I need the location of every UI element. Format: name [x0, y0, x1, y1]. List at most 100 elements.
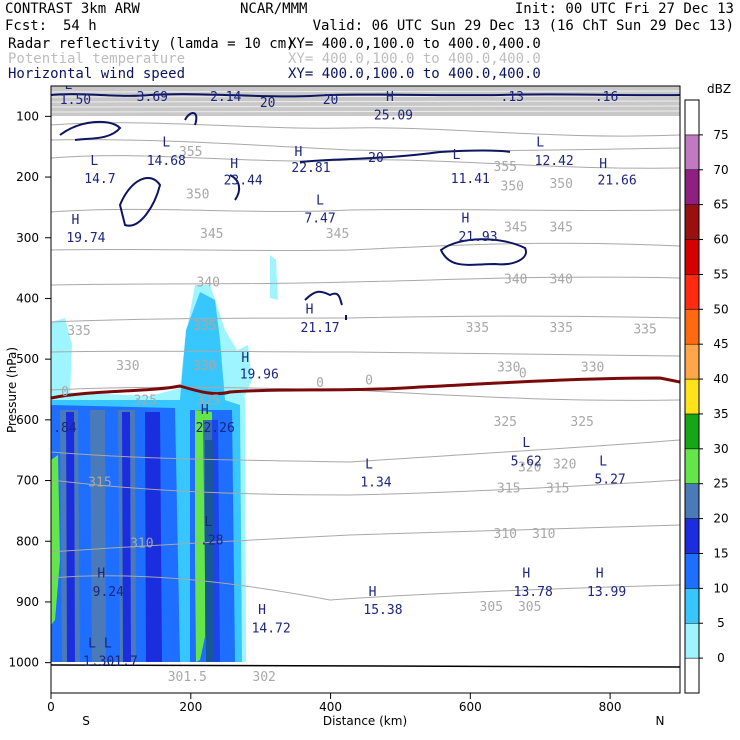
wind-speed-label: 11.41	[451, 172, 490, 187]
field2-xy: XY= 400.0,100.0 to 400.0,400.0	[288, 51, 541, 67]
theta-contour-label: 345	[326, 227, 349, 242]
y-tick-label: 600	[16, 413, 39, 427]
plot-frame	[50, 85, 681, 694]
theta-contour-label: 320	[553, 457, 576, 472]
colorbar-swatch	[684, 622, 700, 659]
wind-speed-label: 13.99	[587, 585, 626, 600]
wind-speed-label: H	[306, 303, 314, 318]
colorbar-swatch	[684, 99, 700, 136]
wind-speed-label: 7.47	[304, 212, 335, 227]
x-tick-label: 0	[47, 700, 55, 714]
theta-contour-label: 315	[546, 482, 569, 497]
org-label: NCAR/MMM	[240, 1, 307, 17]
theta-contour-label: 335	[466, 321, 489, 336]
colorbar-unit: dBZ	[707, 82, 731, 96]
theta-contour-label: 355	[179, 145, 202, 160]
wind-speed-label: .13	[501, 90, 524, 105]
y-axis: 100 200 300 400 500 600 700 800 900 1000	[8, 109, 51, 670]
colorbar-swatch	[684, 518, 700, 554]
x-axis-label: Distance (km)	[323, 714, 407, 728]
theta-contour-label: 325	[197, 394, 220, 409]
wind-speed-label: 19.96	[240, 368, 279, 383]
wind-speed-label: 5.62	[511, 454, 542, 469]
colorbar-swatch	[684, 274, 700, 310]
theta-contour-label: 325	[134, 394, 157, 409]
wind-speed-label: L	[599, 454, 607, 469]
theta-contour-label: 340	[504, 272, 527, 287]
wind-speed-label: .16	[595, 90, 618, 105]
x-axis: 0 200 400 600 800	[47, 693, 622, 714]
theta-contour-label: 350	[549, 177, 572, 192]
wind-speed-label: 25.09	[374, 108, 413, 123]
wind-speed-label: 14.7	[84, 172, 115, 187]
theta-contour-label: 305	[518, 600, 541, 615]
zero-labels: 0 0 0 0	[61, 366, 527, 400]
colorbar-level-label: 40	[713, 372, 728, 386]
wind-speed-label: 23.44	[224, 173, 263, 188]
colorbar-swatch	[684, 343, 700, 380]
fcst-label: Fcst:	[5, 18, 47, 34]
theta-contour-label: 340	[197, 275, 220, 290]
wind-speed-label: H	[369, 585, 377, 600]
y-axis-label: Pressure (hPa)	[5, 347, 19, 433]
wind-speed-label: 20	[368, 151, 384, 166]
colorbar-level-label: 50	[713, 302, 728, 316]
colorbar-level-label: 5	[717, 616, 725, 630]
colorbar-swatch	[684, 239, 700, 275]
wind-contours	[51, 93, 680, 320]
colorbar-level-label: 45	[713, 337, 728, 351]
wind-speed-label: L	[522, 436, 530, 451]
colorbar-level-label: 60	[713, 233, 728, 247]
colorbar-swatch	[684, 309, 700, 345]
wind-speed-label: .28	[200, 533, 223, 548]
y-tick-label: 700	[16, 474, 39, 488]
y-tick-label: 300	[16, 231, 39, 245]
colorbar-frame	[684, 99, 700, 694]
wind-speed-label: 2.14	[210, 90, 241, 105]
theta-contour-label: 340	[549, 272, 572, 287]
theta-contour-label: 345	[504, 221, 527, 236]
y-tick-label: 500	[16, 352, 39, 366]
wind-speed-label: H	[462, 212, 470, 227]
colorbar-level-label: 30	[713, 442, 728, 456]
x-tick-label: 200	[179, 700, 202, 714]
y-tick-label: 900	[16, 595, 39, 609]
wind-speed-label: H	[599, 157, 607, 172]
x-start-label: S	[82, 714, 90, 728]
wind-speed-label: 12.42	[535, 154, 574, 169]
wind-speed-label: H	[596, 567, 604, 582]
theta-contour-label: 355	[494, 160, 517, 175]
y-tick-label: 100	[16, 109, 39, 123]
colorbar-level-label: 10	[713, 581, 728, 595]
colorbar-level-label: 15	[713, 546, 728, 560]
zero-degree-label: 0	[316, 376, 324, 391]
wind-speed-label: 21.17	[301, 321, 340, 336]
theta-contour-label: 305	[480, 600, 503, 615]
wind-speed-label: L	[65, 78, 73, 93]
wind-speed-label: L	[204, 515, 212, 530]
surface-line	[51, 664, 680, 668]
wind-speed-label: 20	[260, 96, 276, 111]
colorbar-swatch	[684, 553, 700, 589]
wind-speed-label: 3.69	[137, 90, 168, 105]
field2-name: Potential temperature	[8, 51, 185, 67]
colorbar-swatch	[684, 413, 700, 450]
colorbar-swatch	[684, 657, 700, 694]
y-tick-label: 400	[16, 291, 39, 305]
theta-contour-label: 345	[200, 227, 223, 242]
wind-speed-label: 15.38	[363, 603, 402, 618]
wind-speed-label: H	[258, 603, 266, 618]
reflectivity-shading	[51, 255, 278, 662]
theta-contour-label: 310	[532, 527, 555, 542]
theta-contour-label: 350	[186, 187, 209, 202]
theta-contour-label: 325	[570, 415, 593, 430]
wind-speed-label: 1.301.7	[83, 655, 138, 670]
colorbar-level-label: 70	[713, 163, 728, 177]
x-tick-label: 800	[599, 700, 622, 714]
theta-contour-label: 345	[549, 221, 572, 236]
theta-contour-label: 302	[252, 670, 275, 685]
x-tick-label: 400	[319, 700, 342, 714]
wind-speed-label: 1.50	[60, 93, 91, 108]
wind-speed-label: L	[162, 136, 170, 151]
